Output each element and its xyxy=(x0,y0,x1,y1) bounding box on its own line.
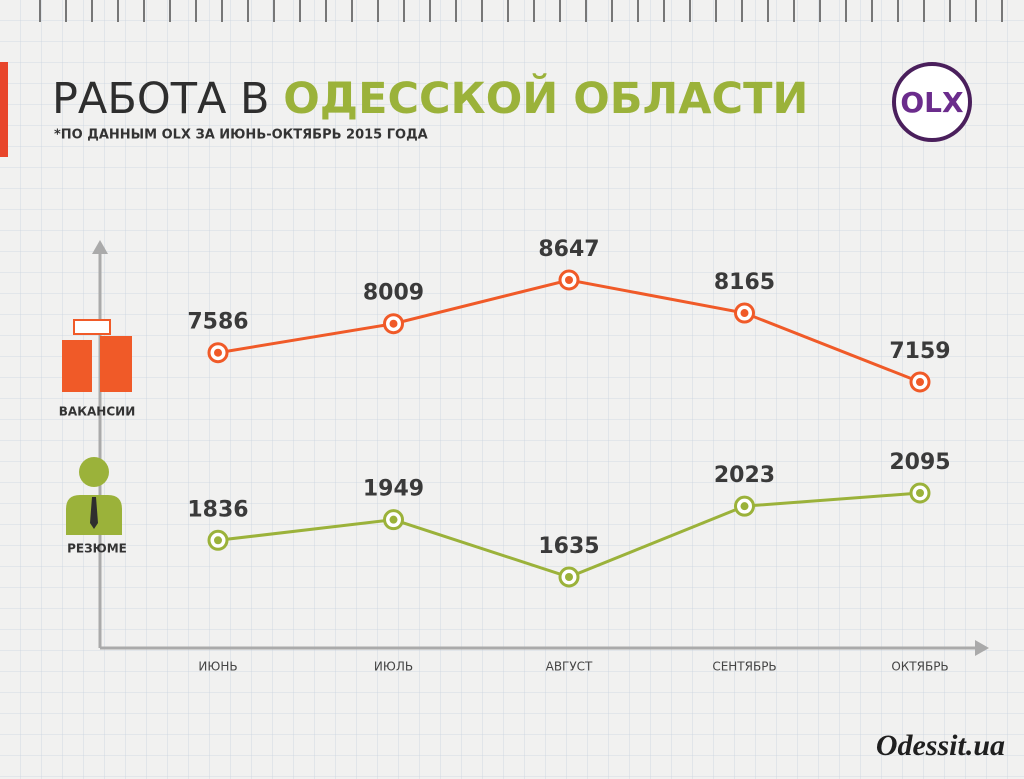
value-label: 8165 xyxy=(714,270,775,295)
spiral-rings xyxy=(39,0,1003,22)
x-tick-label: ИЮЛЬ xyxy=(374,660,413,674)
point-center xyxy=(740,309,749,318)
subtitle: *ПО ДАННЫМ OLX ЗА ИЮНЬ-ОКТЯБРЬ 2015 ГОДА xyxy=(54,128,428,143)
axes xyxy=(92,240,989,656)
point-center xyxy=(214,536,222,545)
brand: Odessit.ua xyxy=(876,729,1005,762)
legend-label: ВАКАНСИИ xyxy=(59,405,135,419)
point-center xyxy=(740,502,749,511)
value-label: 7586 xyxy=(187,310,248,335)
point-center xyxy=(389,515,398,524)
point-center xyxy=(565,573,573,581)
x-tick-label: ОКТЯБРЬ xyxy=(891,660,948,674)
value-label: 1836 xyxy=(187,497,248,522)
logo: OLX xyxy=(900,86,964,119)
value-label: 1635 xyxy=(538,534,599,559)
value-label: 8647 xyxy=(538,237,599,262)
x-tick-label: СЕНТЯБРЬ xyxy=(712,660,776,674)
value-label: 8009 xyxy=(363,281,424,306)
logo-circle xyxy=(892,62,972,142)
point-center xyxy=(389,319,398,328)
accent-bar xyxy=(0,62,8,157)
title-part: РАБОТА В xyxy=(52,74,270,124)
point-center xyxy=(916,378,924,386)
value-label: 2023 xyxy=(714,463,775,488)
x-tick-label: АВГУСТ xyxy=(546,660,593,674)
title-part: ОДЕССКОЙ ОБЛАСТИ xyxy=(283,73,808,124)
point-center xyxy=(214,348,222,357)
value-label: 2095 xyxy=(889,450,950,475)
point-center xyxy=(916,489,924,497)
x-tick-label: ИЮНЬ xyxy=(198,660,237,674)
value-label: 1949 xyxy=(363,477,424,502)
building-icon xyxy=(62,319,132,392)
title: РАБОТА В ОДЕССКОЙ ОБЛАСТИ xyxy=(52,73,808,124)
point-center xyxy=(565,276,573,284)
value-label: 7159 xyxy=(889,339,950,364)
person-icon xyxy=(66,457,122,535)
legend-label: РЕЗЮМЕ xyxy=(67,542,127,556)
